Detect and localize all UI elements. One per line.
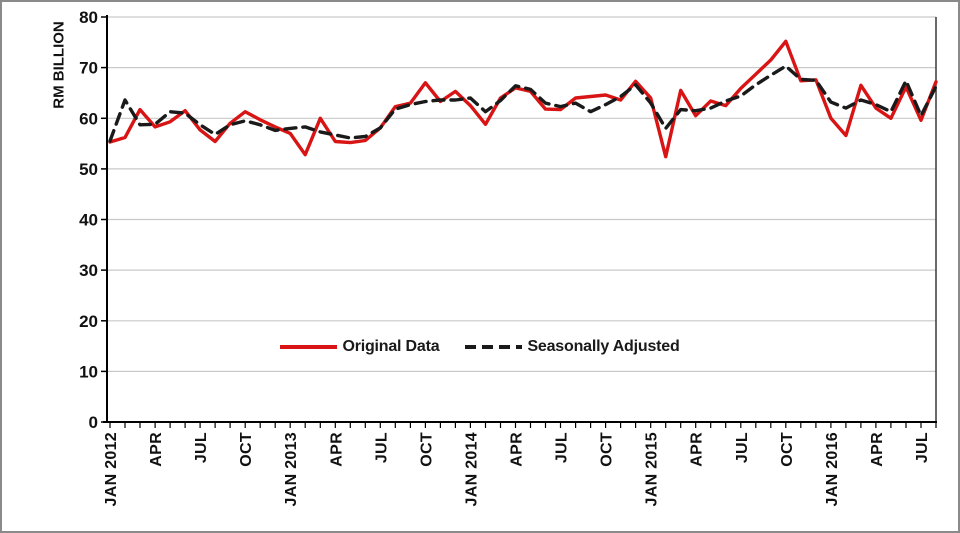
x-tick-label: OCT xyxy=(779,432,796,467)
y-tick-label: 10 xyxy=(79,362,98,381)
x-tick-label: JUL xyxy=(914,432,931,463)
y-tick-label: 30 xyxy=(79,261,98,280)
x-tick-label: OCT xyxy=(418,432,435,467)
x-tick-label: APR xyxy=(328,432,345,467)
y-tick-label: 60 xyxy=(79,109,98,128)
x-tick-label: JUL xyxy=(373,432,390,463)
y-tick-label: 0 xyxy=(89,413,98,432)
y-tick-label: 50 xyxy=(79,160,98,179)
y-tick-label: 20 xyxy=(79,312,98,331)
y-tick-label: 80 xyxy=(79,8,98,27)
x-tick-label: APR xyxy=(509,432,526,467)
x-tick-label: JAN 2015 xyxy=(644,432,661,506)
y-axis-title: RM BILLION xyxy=(50,21,68,109)
x-tick-label: APR xyxy=(869,432,886,467)
y-tick-label: 70 xyxy=(79,59,98,78)
x-tick-label: OCT xyxy=(238,432,255,467)
x-tick-label: APR xyxy=(689,432,706,467)
x-tick-label: JAN 2014 xyxy=(463,432,480,506)
x-tick-label: JUL xyxy=(193,432,210,463)
x-tick-label: JAN 2016 xyxy=(824,432,841,506)
x-tick-label: APR xyxy=(148,432,165,467)
y-tick-label: 40 xyxy=(79,211,98,230)
x-tick-label: JAN 2012 xyxy=(103,432,120,506)
x-tick-label: JUL xyxy=(734,432,751,463)
series-line-original-data xyxy=(108,39,938,159)
x-tick-label: OCT xyxy=(599,432,616,467)
x-tick-label: JAN 2013 xyxy=(283,432,300,506)
x-tick-label: JUL xyxy=(554,432,571,463)
series-line-seasonally-adjusted xyxy=(108,64,938,143)
